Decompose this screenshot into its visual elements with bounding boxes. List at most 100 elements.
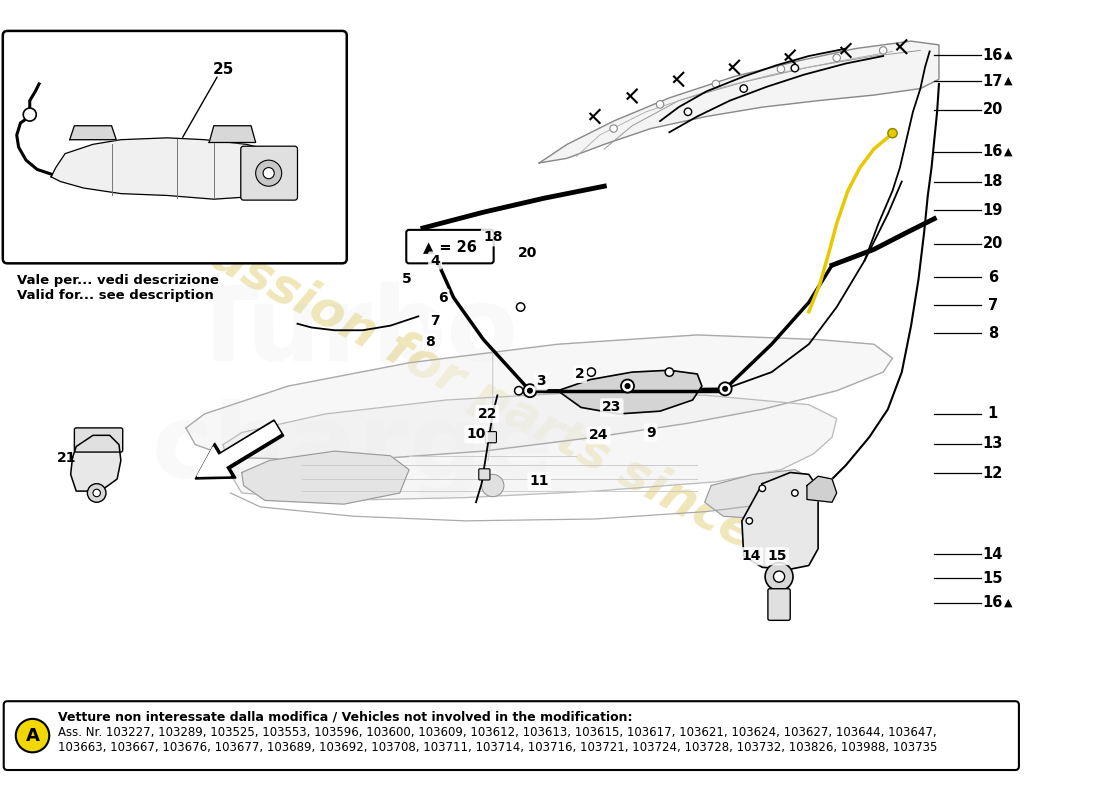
Text: 2: 2 (575, 367, 585, 381)
Text: 19: 19 (982, 203, 1003, 218)
Circle shape (746, 518, 752, 524)
Text: 4: 4 (430, 254, 440, 267)
Polygon shape (705, 470, 814, 519)
Circle shape (773, 571, 784, 582)
Polygon shape (70, 435, 121, 491)
Polygon shape (223, 393, 837, 501)
Text: 20: 20 (518, 246, 538, 260)
Circle shape (87, 484, 106, 502)
Text: 6: 6 (438, 290, 448, 305)
Text: passion for parts since...: passion for parts since... (173, 214, 813, 586)
Polygon shape (539, 41, 939, 163)
FancyBboxPatch shape (485, 432, 496, 442)
Text: 20: 20 (982, 236, 1003, 251)
Text: 23: 23 (602, 401, 621, 414)
FancyBboxPatch shape (3, 31, 346, 263)
Text: 22: 22 (477, 407, 497, 421)
Text: 14: 14 (982, 547, 1003, 562)
Text: 8: 8 (425, 335, 435, 350)
Circle shape (791, 64, 799, 72)
Circle shape (94, 490, 100, 497)
Text: 1: 1 (988, 406, 998, 422)
Polygon shape (51, 138, 274, 199)
Text: Vale per... vedi descrizione: Vale per... vedi descrizione (16, 274, 219, 287)
Circle shape (621, 379, 634, 393)
Circle shape (657, 101, 663, 108)
Circle shape (759, 485, 766, 491)
Text: 17: 17 (982, 74, 1003, 89)
Text: 24: 24 (588, 428, 608, 442)
Circle shape (888, 129, 898, 138)
Text: 16: 16 (982, 47, 1003, 62)
Text: Ass. Nr. 103227, 103289, 103525, 103553, 103596, 103600, 103609, 103612, 103613,: Ass. Nr. 103227, 103289, 103525, 103553,… (57, 726, 936, 739)
Polygon shape (741, 473, 818, 569)
Circle shape (524, 384, 537, 398)
FancyBboxPatch shape (768, 589, 790, 620)
Text: A: A (25, 726, 40, 745)
Circle shape (15, 719, 50, 752)
Text: ▲: ▲ (1004, 50, 1013, 60)
Polygon shape (807, 476, 837, 502)
Text: 14: 14 (741, 549, 761, 563)
Circle shape (255, 160, 282, 186)
Text: 12: 12 (982, 466, 1003, 481)
Circle shape (778, 66, 784, 73)
Circle shape (718, 382, 732, 395)
Text: 10: 10 (466, 427, 486, 442)
Text: 9: 9 (646, 426, 656, 439)
Circle shape (23, 108, 36, 121)
Polygon shape (242, 451, 409, 504)
Text: 7: 7 (430, 314, 440, 328)
Text: 18: 18 (483, 230, 503, 244)
Circle shape (880, 46, 887, 54)
Text: 103663, 103667, 103676, 103677, 103689, 103692, 103708, 103711, 103714, 103716, : 103663, 103667, 103676, 103677, 103689, … (57, 741, 937, 754)
Text: 25: 25 (212, 62, 234, 77)
Circle shape (587, 368, 595, 376)
Circle shape (516, 303, 525, 311)
Circle shape (740, 85, 748, 92)
Text: ▲: ▲ (1004, 598, 1013, 608)
Circle shape (712, 80, 719, 88)
Text: 20: 20 (982, 102, 1003, 118)
FancyBboxPatch shape (478, 469, 490, 480)
Circle shape (625, 384, 630, 388)
Circle shape (609, 125, 617, 132)
Text: 16: 16 (982, 144, 1003, 159)
Text: ▲: ▲ (1004, 76, 1013, 86)
Circle shape (833, 54, 840, 62)
Circle shape (528, 388, 532, 393)
Text: 5: 5 (403, 272, 412, 286)
Circle shape (263, 167, 274, 178)
Text: 18: 18 (982, 174, 1003, 189)
Polygon shape (186, 335, 892, 461)
FancyBboxPatch shape (241, 146, 297, 200)
Circle shape (684, 108, 692, 115)
Circle shape (723, 386, 727, 391)
Text: 15: 15 (982, 571, 1003, 586)
Circle shape (766, 562, 793, 590)
Text: 8: 8 (988, 326, 998, 341)
FancyBboxPatch shape (406, 230, 494, 263)
Text: 3: 3 (537, 374, 546, 389)
Text: Vetture non interessate dalla modifica / Vehicles not involved in the modificati: Vetture non interessate dalla modifica /… (57, 710, 632, 723)
FancyArrow shape (195, 420, 284, 479)
Circle shape (482, 474, 504, 497)
Text: Valid for... see description: Valid for... see description (16, 290, 213, 302)
FancyBboxPatch shape (75, 428, 123, 452)
Polygon shape (209, 126, 255, 142)
Circle shape (792, 490, 799, 496)
FancyArrow shape (197, 422, 280, 476)
Text: Turbo
charge: Turbo charge (152, 282, 554, 500)
Text: 16: 16 (982, 595, 1003, 610)
Text: 6: 6 (988, 270, 998, 285)
Polygon shape (69, 126, 117, 140)
Text: 11: 11 (529, 474, 549, 488)
Text: 7: 7 (988, 298, 998, 313)
Text: ▲: ▲ (1004, 146, 1013, 157)
Text: 15: 15 (768, 549, 786, 563)
Circle shape (666, 368, 673, 376)
Text: 13: 13 (982, 436, 1003, 451)
Circle shape (515, 386, 522, 395)
Text: ▲ = 26: ▲ = 26 (424, 239, 477, 254)
Text: 21: 21 (57, 450, 77, 465)
